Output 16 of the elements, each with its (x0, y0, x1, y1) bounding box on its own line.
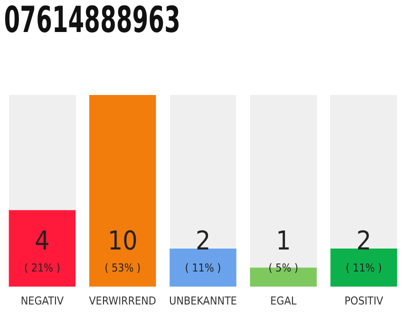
x-tick-label: VERWIRREND (89, 294, 157, 308)
annotation: ( 53% ) (104, 262, 141, 275)
data-label: 1 (276, 226, 291, 257)
bar (330, 248, 398, 287)
annotation: ( 11% ) (346, 262, 382, 275)
x-tick-label: UNBEKANNTE (169, 294, 237, 308)
x-tick-label: POSITIV (344, 294, 384, 308)
data-label: 4 (34, 226, 50, 257)
x-tick-label: EGAL (270, 294, 297, 308)
bar (170, 248, 236, 287)
data-label: 10 (108, 226, 138, 257)
chart-title: 07614888963 (4, 0, 180, 41)
bar (89, 95, 156, 287)
annotation: ( 21% ) (24, 262, 60, 275)
annotation: ( 11% ) (184, 262, 222, 275)
x-tick-label: NEGATIV (20, 294, 64, 308)
